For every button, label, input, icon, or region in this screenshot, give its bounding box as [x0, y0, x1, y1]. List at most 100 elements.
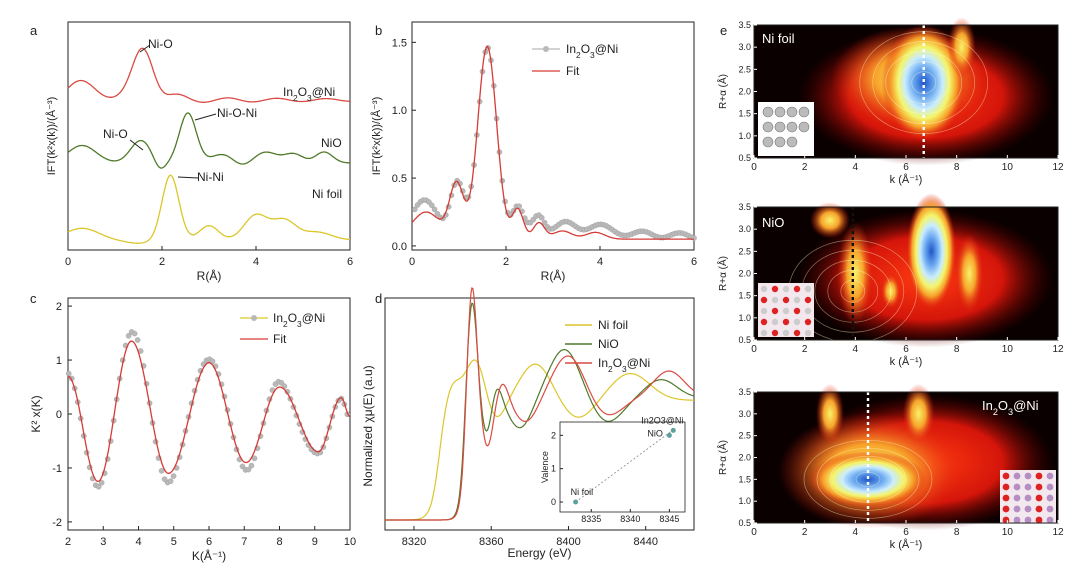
panel-letter: d: [375, 291, 382, 306]
atom: [774, 121, 786, 133]
x-tick-label: 0: [751, 344, 757, 355]
fit-curve: [411, 45, 694, 240]
panel-letter: a: [30, 23, 38, 38]
x-axis-label: k (Å⁻¹): [890, 173, 923, 186]
formula-part: 2: [293, 93, 298, 103]
data-point: [167, 478, 174, 484]
data-point: [691, 235, 697, 241]
x-tick-label: 4: [853, 344, 859, 355]
formula-part: In: [273, 311, 283, 325]
heatmap-region-yellow: [947, 17, 976, 78]
formula-part: O: [298, 85, 307, 99]
formula-part: O: [613, 356, 622, 370]
atom: [762, 121, 774, 133]
atom: [760, 285, 768, 293]
atom: [1035, 472, 1043, 480]
atom: [1013, 494, 1021, 502]
x-tick-label: 6: [691, 256, 697, 268]
formula-part: In: [283, 85, 293, 99]
y-tick-label: 1.5: [738, 474, 751, 484]
heatmap-region-yellow: [816, 383, 844, 444]
annotation-ni-o: Ni-O: [148, 37, 173, 51]
atom: [793, 318, 801, 326]
formula-part: 3: [622, 364, 627, 374]
atom: [1024, 516, 1032, 524]
x-axis-label: K(Å⁻¹): [192, 548, 226, 563]
x-tick-label: 6: [347, 256, 353, 268]
y-tick-label: -2: [52, 517, 62, 529]
plot-frame: [384, 297, 695, 531]
y-tick-label: 2.5: [738, 64, 751, 74]
y-axis-label: IFT(k²x(k))/(Å⁻³): [45, 97, 58, 176]
x-axis-label: R(Å): [541, 268, 566, 283]
atom: [1024, 472, 1032, 480]
atom: [1024, 505, 1032, 513]
atom: [782, 307, 790, 315]
atom: [762, 136, 774, 148]
atom: [1046, 516, 1054, 524]
x-tick-label: 4: [853, 527, 859, 538]
y-tick-label: -1: [52, 463, 62, 475]
atom: [804, 296, 812, 304]
atom: [771, 329, 779, 337]
x-tick-label: 8: [954, 162, 960, 173]
inset-label-nifoil: Ni foil: [571, 487, 594, 497]
heatmap-region-yellow: [955, 233, 984, 314]
atom: [1002, 516, 1010, 524]
x-axis-label: k (Å⁻¹): [890, 355, 923, 368]
x-tick-label: 6: [903, 162, 909, 173]
atom: [793, 307, 801, 315]
fit-curve: [67, 340, 351, 483]
y-tick-label: 1.0: [392, 105, 407, 117]
panel-a: 0 2 4 6 R(Å) IFT(k²x(k))/(Å⁻³) Ni-O Ni-O Ni-O-Ni…: [45, 21, 353, 283]
legend-label-data: In2O3@Ni: [273, 311, 325, 329]
data-point: [65, 370, 72, 377]
atom: [1013, 505, 1021, 513]
curve-in2o3ni: [67, 47, 350, 103]
panel-letter: b: [375, 23, 382, 38]
y-tick-label: 3.5: [738, 202, 751, 212]
series-label-nifoil: Ni foil: [312, 187, 342, 201]
heatmap-peak: [906, 193, 957, 310]
inset-point: [573, 499, 579, 505]
formula-part: @Ni: [627, 356, 651, 370]
inset-y-tick-label: 2: [551, 430, 556, 440]
panel-b: 0 2 4 60.00.51.01.5R(Å)IFT(k²x(k))/(Å⁻³)In2…: [370, 21, 697, 283]
formula-part: 3: [1008, 407, 1013, 417]
x-tick-label: 6: [206, 536, 212, 548]
annotation-arrow: [194, 113, 217, 121]
annotation-ni-o-ni: Ni-O-Ni: [217, 106, 257, 120]
legend-label-nifoil: Ni foil: [598, 318, 628, 332]
x-axis-label: Energy (eV): [507, 546, 571, 560]
y-axis-label: K² x(K): [29, 395, 43, 432]
map-label: In2O3@Ni: [982, 398, 1039, 417]
atom: [1013, 483, 1021, 491]
formula-part: In: [982, 398, 993, 413]
map-label: Ni foil: [762, 31, 795, 46]
y-tick-label: 1.0: [738, 496, 751, 506]
atom: [1035, 505, 1043, 513]
formula-part: 2: [608, 364, 613, 374]
atom: [1046, 483, 1054, 491]
legend-label-data: In2O3@Ni: [566, 42, 618, 60]
panel-letter: e: [720, 23, 727, 38]
data-point: [248, 462, 255, 469]
atom: [1024, 483, 1032, 491]
data-point: [134, 337, 141, 343]
atom: [760, 318, 768, 326]
atom: [793, 285, 801, 293]
inset-x-tick-label: 8335: [581, 514, 601, 524]
formula-part: @Ni: [595, 42, 619, 56]
x-tick-label: 2: [802, 527, 808, 538]
atom: [782, 296, 790, 304]
formula-part: O: [288, 311, 297, 325]
data-point: [538, 214, 545, 221]
heatmap-region-yellow: [810, 202, 850, 239]
formula-part: O: [998, 398, 1008, 413]
inset-point: [666, 432, 672, 438]
atom: [804, 285, 812, 293]
x-tick-label: 9: [312, 536, 318, 548]
atom: [771, 285, 779, 293]
formula-part: 2: [283, 319, 288, 329]
